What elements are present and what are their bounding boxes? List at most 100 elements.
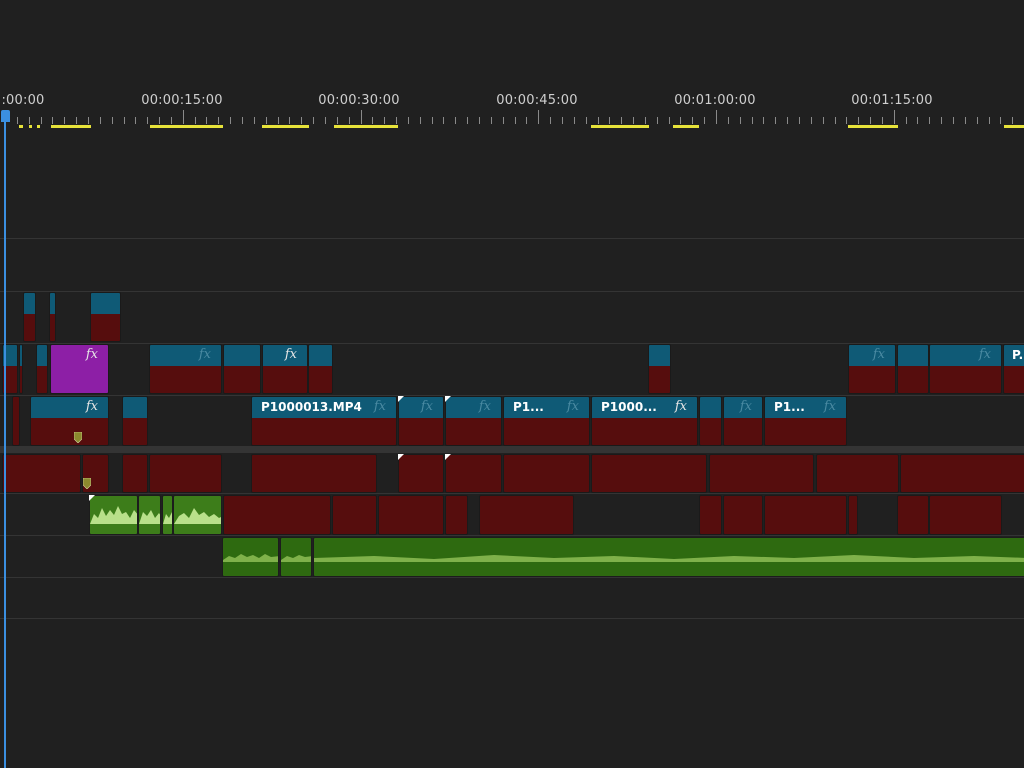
ruler-tick bbox=[823, 117, 824, 124]
video-clip[interactable]: fx bbox=[262, 344, 308, 394]
fx-badge[interactable]: fx bbox=[566, 399, 579, 414]
audio-clip-linked[interactable] bbox=[251, 454, 377, 493]
video-clip[interactable]: fx bbox=[445, 396, 502, 446]
video-clip[interactable] bbox=[36, 344, 48, 394]
clip-transition-icon bbox=[398, 454, 404, 460]
ruler-tick bbox=[17, 117, 18, 124]
audio-clip-linked[interactable] bbox=[378, 495, 444, 535]
playhead-line[interactable] bbox=[4, 115, 6, 768]
video-clip[interactable]: P1... fx bbox=[764, 396, 847, 446]
ruler-tick bbox=[752, 117, 753, 124]
audio-clip-linked[interactable] bbox=[223, 495, 331, 535]
video-clip[interactable] bbox=[19, 344, 23, 394]
render-bar bbox=[848, 125, 898, 128]
video-clip[interactable]: P1000... fx bbox=[591, 396, 698, 446]
audio-clip-linked[interactable] bbox=[82, 454, 109, 493]
video-clip[interactable] bbox=[90, 292, 121, 342]
audio-clip-linked[interactable] bbox=[709, 454, 814, 493]
fx-badge[interactable]: fx bbox=[478, 399, 491, 414]
audio-clip-linked[interactable] bbox=[445, 495, 468, 535]
audio-clip-linked[interactable] bbox=[848, 495, 858, 535]
audio-clip-linked[interactable] bbox=[445, 454, 502, 493]
audio-clip-linked[interactable] bbox=[816, 454, 899, 493]
ruler-tick bbox=[894, 110, 895, 124]
video-clip[interactable] bbox=[699, 396, 722, 446]
audio-clip-linked[interactable] bbox=[723, 495, 763, 535]
clip-marker-icon[interactable] bbox=[83, 478, 91, 489]
playhead-handle[interactable] bbox=[1, 110, 10, 122]
audio-clip-linked[interactable] bbox=[929, 495, 1002, 535]
video-clip[interactable]: fx bbox=[848, 344, 896, 394]
clip-transition-icon bbox=[89, 495, 95, 501]
audio-waveform bbox=[163, 512, 172, 524]
ruler-tick bbox=[550, 117, 551, 124]
video-clip[interactable]: P... bbox=[1003, 344, 1024, 394]
audio-clip-linked[interactable] bbox=[591, 454, 707, 493]
render-bar bbox=[19, 125, 23, 128]
video-clip[interactable] bbox=[648, 344, 671, 394]
music-audio-clip[interactable] bbox=[313, 537, 1024, 577]
video-clip[interactable] bbox=[308, 344, 333, 394]
video-clip[interactable]: fx bbox=[398, 396, 444, 446]
audio-clip-linked[interactable] bbox=[122, 454, 148, 493]
ruler-tick bbox=[467, 117, 468, 124]
fx-badge[interactable]: fx bbox=[674, 399, 687, 414]
video-clip[interactable]: fx bbox=[30, 396, 109, 446]
audio-clip-linked[interactable] bbox=[897, 495, 929, 535]
ruler-tick bbox=[609, 117, 610, 124]
ruler-tick bbox=[195, 117, 196, 124]
audio-clip[interactable] bbox=[89, 495, 138, 535]
fx-badge[interactable]: fx bbox=[85, 347, 98, 362]
audio-clip-linked[interactable] bbox=[764, 495, 847, 535]
music-audio-clip[interactable] bbox=[280, 537, 312, 577]
ruler-tick bbox=[728, 117, 729, 124]
ruler-tick bbox=[1012, 117, 1013, 124]
audio-clip[interactable] bbox=[162, 495, 173, 535]
video-clip[interactable]: P1... fx bbox=[503, 396, 590, 446]
video-clip[interactable] bbox=[12, 396, 20, 446]
video-clip[interactable]: P1000013.MP4 fx bbox=[251, 396, 397, 446]
audio-clip-linked[interactable] bbox=[900, 454, 1024, 493]
fx-badge[interactable]: fx bbox=[420, 399, 433, 414]
track-separator bbox=[0, 493, 1024, 494]
fx-badge[interactable]: fx bbox=[284, 347, 297, 362]
music-audio-clip[interactable] bbox=[222, 537, 279, 577]
fx-badge[interactable]: fx bbox=[978, 347, 991, 362]
audio-clip-linked[interactable] bbox=[149, 454, 222, 493]
fx-badge[interactable]: fx bbox=[823, 399, 836, 414]
audio-clip-linked[interactable] bbox=[398, 454, 444, 493]
track-separator bbox=[0, 291, 1024, 292]
audio-clip-linked[interactable] bbox=[503, 454, 590, 493]
video-clip[interactable] bbox=[49, 292, 56, 342]
video-clip[interactable] bbox=[122, 396, 148, 446]
fx-badge[interactable]: fx bbox=[85, 399, 98, 414]
video-clip[interactable] bbox=[23, 292, 36, 342]
audio-clip[interactable] bbox=[138, 495, 161, 535]
audio-clip[interactable] bbox=[173, 495, 222, 535]
audio-clip-linked[interactable] bbox=[332, 495, 377, 535]
video-clip[interactable]: fx bbox=[149, 344, 222, 394]
fx-badge[interactable]: fx bbox=[198, 347, 211, 362]
video-clip[interactable] bbox=[223, 344, 261, 394]
ruler-tick bbox=[680, 117, 681, 124]
video-clip[interactable] bbox=[2, 344, 18, 394]
audio-clip-linked[interactable] bbox=[699, 495, 722, 535]
clip-marker-icon[interactable] bbox=[74, 432, 82, 443]
fx-badge[interactable]: fx bbox=[872, 347, 885, 362]
video-clip[interactable] bbox=[897, 344, 929, 394]
ruler-tick bbox=[372, 117, 373, 124]
ruler-tick bbox=[669, 117, 670, 124]
nested-sequence-clip[interactable]: fx bbox=[50, 344, 109, 394]
video-clip[interactable]: fx bbox=[929, 344, 1002, 394]
audio-clip-linked[interactable] bbox=[479, 495, 574, 535]
ruler-tick bbox=[230, 117, 231, 124]
video-clip[interactable]: fx bbox=[723, 396, 763, 446]
ruler-tick bbox=[917, 117, 918, 124]
fx-badge[interactable]: fx bbox=[739, 399, 752, 414]
ruler-tick bbox=[846, 117, 847, 124]
ruler-tick bbox=[183, 110, 184, 124]
audio-clip-linked[interactable] bbox=[2, 454, 81, 493]
fx-badge[interactable]: fx bbox=[373, 399, 386, 414]
ruler-tick bbox=[396, 117, 397, 124]
